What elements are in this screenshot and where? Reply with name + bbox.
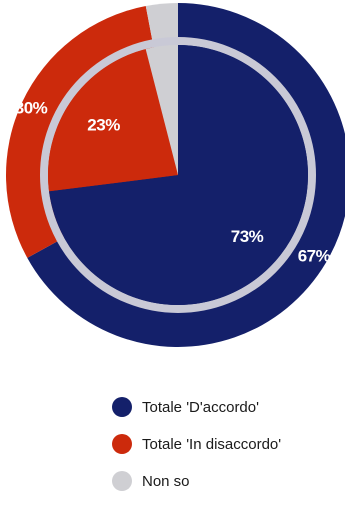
legend-label-disaccordo: Totale 'In disaccordo': [142, 435, 282, 453]
legend-item-daccordo: Totale 'D'accordo': [112, 396, 281, 418]
inner-slice-daccordo: [49, 45, 309, 305]
legend-label-daccordo: Totale 'D'accordo': [142, 398, 259, 416]
inner-label-daccordo: 73%: [231, 227, 264, 246]
legend-swatch-daccordo: [112, 397, 132, 417]
legend-item-disaccordo: Totale 'In disaccordo': [112, 433, 281, 455]
outer-label-daccordo: 67%: [298, 246, 331, 265]
legend-label-non-so: Non so: [142, 472, 190, 490]
legend-swatch-disaccordo: [112, 434, 132, 454]
legend: Totale 'D'accordo' Totale 'In disaccordo…: [112, 396, 281, 507]
inner-slice-disaccordo: [48, 49, 178, 192]
outer-label-disaccordo: 30%: [15, 99, 48, 118]
donut-chart: 67% 30% 73% 23%: [6, 3, 345, 347]
inner-slice-non-so: [145, 45, 178, 175]
inner-label-disaccordo: 23%: [87, 115, 120, 134]
legend-swatch-non-so: [112, 471, 132, 491]
separator-ring: [40, 37, 316, 313]
legend-item-non-so: Non so: [112, 470, 281, 492]
